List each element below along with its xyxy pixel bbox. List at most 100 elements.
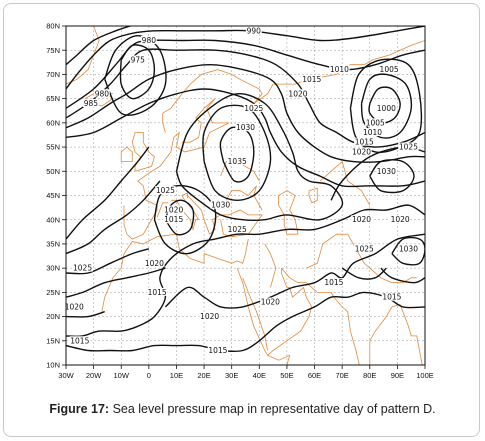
y-tick-label: 50N bbox=[46, 167, 60, 176]
coastline-segment bbox=[236, 267, 313, 356]
coastline-segment bbox=[123, 98, 230, 240]
isobar-line bbox=[66, 26, 425, 90]
isobar-label-bg bbox=[82, 98, 99, 107]
isobar-label-bg bbox=[287, 89, 309, 98]
isobar-label: 1020 bbox=[352, 147, 371, 156]
isobar-label-bg bbox=[381, 292, 403, 301]
y-tick-label: 30N bbox=[46, 264, 60, 273]
coastline-segment bbox=[131, 132, 155, 172]
isobar-label-bg bbox=[72, 263, 93, 272]
isobar-label-bg bbox=[260, 297, 281, 306]
x-tick-label: 100E bbox=[416, 371, 434, 380]
y-axis-ticks: 80N 75N 70N 65N 60N 55N 50N 45N 40N 35N 30N 25N 20N 1… bbox=[46, 22, 66, 370]
isobar-label-bg bbox=[227, 157, 248, 166]
isobar-label-bg bbox=[323, 278, 345, 287]
isobar-label-bg bbox=[210, 200, 231, 209]
x-tick-label: 10E bbox=[170, 371, 183, 380]
isobar-line bbox=[119, 44, 156, 100]
isobar-label-bg bbox=[235, 123, 256, 132]
isobar-label: 1015 bbox=[148, 288, 167, 297]
isobar-label: 1005 bbox=[380, 65, 399, 74]
x-tick-label: 70E bbox=[335, 371, 348, 380]
isobar-label: 980 bbox=[142, 36, 157, 45]
x-tick-label: 10W bbox=[114, 371, 130, 380]
isobar-line bbox=[66, 26, 133, 66]
x-tick-label: 50E bbox=[280, 371, 293, 380]
isobar-label: 1025 bbox=[156, 186, 175, 195]
isobar-label: 1015 bbox=[70, 336, 89, 345]
figure-text: Sea level pressure map in representative… bbox=[109, 402, 436, 416]
isobar-label-bg bbox=[378, 65, 400, 74]
isobar-label-bg bbox=[376, 103, 397, 112]
isobar-label-bg bbox=[243, 103, 264, 112]
isobar-label-bg bbox=[69, 336, 91, 345]
isobar-label: 1030 bbox=[236, 123, 255, 132]
y-tick-label: 10N bbox=[46, 361, 60, 370]
isobar-label: 1015 bbox=[324, 278, 343, 287]
x-tick-label: 90E bbox=[391, 371, 404, 380]
pressure-map: 980 975 980 985 990 1010 1015 1020 1025 1030 1035 1… bbox=[20, 20, 470, 392]
isobar-label: 1030 bbox=[399, 244, 418, 253]
isobar-line bbox=[66, 311, 105, 318]
y-tick-label: 25N bbox=[46, 288, 60, 297]
isobar-label-bg bbox=[354, 137, 375, 146]
isobar-line bbox=[164, 233, 425, 309]
isobar-label-bg bbox=[398, 244, 419, 253]
y-tick-label: 45N bbox=[46, 191, 60, 200]
y-tick-label: 70N bbox=[46, 70, 60, 79]
coastline-segment bbox=[242, 277, 268, 351]
isobar-label: 1020 bbox=[288, 89, 307, 98]
y-tick-label: 15N bbox=[46, 336, 60, 345]
isobar-label-bg bbox=[129, 55, 146, 64]
isobar-label: 980 bbox=[95, 89, 110, 98]
isobar-line bbox=[349, 58, 423, 153]
isobar-line bbox=[66, 146, 150, 240]
isobar-label: 1035 bbox=[228, 157, 247, 166]
isobar-label-bg bbox=[351, 215, 372, 224]
y-tick-label: 55N bbox=[46, 143, 60, 152]
isobar-label: 1020 bbox=[65, 302, 84, 311]
isobar-label-bg bbox=[146, 287, 168, 296]
isobar-line bbox=[66, 39, 425, 109]
isobar-label: 1015 bbox=[382, 293, 401, 302]
y-tick-label: 35N bbox=[46, 240, 60, 249]
x-tick-label: 80E bbox=[363, 371, 376, 380]
isobar-line bbox=[164, 199, 195, 236]
x-tick-label: 20E bbox=[197, 371, 210, 380]
y-tick-label: 20N bbox=[46, 312, 60, 321]
isobar-label-bg bbox=[227, 224, 248, 233]
isobar-label-bg bbox=[140, 36, 157, 45]
isobar-label: 1010 bbox=[363, 128, 382, 137]
isobar-label-bg bbox=[365, 118, 386, 127]
isobar-label: 1025 bbox=[228, 225, 247, 234]
coastline-segment bbox=[120, 146, 133, 162]
isobar-label: 1020 bbox=[145, 259, 164, 268]
x-tick-label: 30E bbox=[225, 371, 238, 380]
isobar-label: 1020 bbox=[352, 215, 371, 224]
isobar-label-bg bbox=[64, 302, 85, 311]
x-tick-label: 30W bbox=[58, 371, 74, 380]
coastline-segment bbox=[281, 267, 360, 365]
isobar-label: 1025 bbox=[244, 104, 263, 113]
map-canvas: 9809759809859901010101510201025103010351… bbox=[46, 22, 434, 380]
isobar-line bbox=[369, 159, 415, 194]
isobar-label: 1015 bbox=[164, 215, 183, 224]
coastline-segment bbox=[187, 195, 263, 238]
isobar-label-bg bbox=[94, 89, 110, 98]
coastline-segment bbox=[278, 190, 299, 235]
coastline-segment bbox=[156, 202, 169, 218]
isobar-line bbox=[66, 88, 425, 188]
isobar-label-bg bbox=[351, 147, 372, 156]
x-tick-label: 60E bbox=[308, 371, 321, 380]
coastline-segment bbox=[267, 354, 291, 365]
isobar-label-bg bbox=[155, 186, 176, 195]
isobar-line bbox=[66, 291, 425, 353]
coastline-segment bbox=[101, 233, 249, 312]
isobar-line bbox=[175, 93, 344, 221]
isobar-label-bg bbox=[329, 65, 350, 74]
isobar-line bbox=[380, 267, 425, 284]
isobar-label-bg bbox=[389, 215, 411, 224]
isobar-label-bg bbox=[376, 166, 397, 175]
coastline-segment bbox=[264, 243, 277, 288]
isobar-label: 1015 bbox=[208, 346, 227, 355]
